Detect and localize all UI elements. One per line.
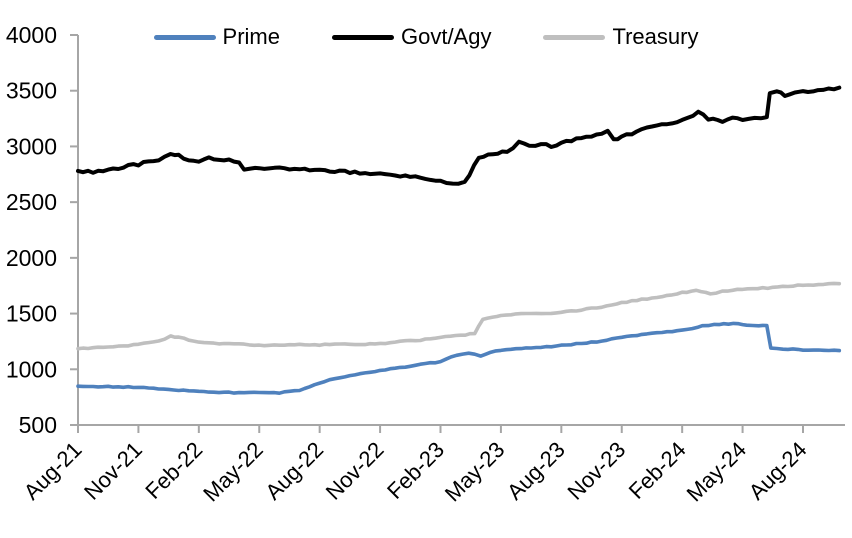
x-tick-label: Aug-22 xyxy=(260,437,328,505)
y-tick-label: 2000 xyxy=(6,245,57,271)
x-tick-label: Feb-24 xyxy=(624,437,691,504)
x-tick-label: Nov-23 xyxy=(562,437,630,505)
legend-item-prime: Prime xyxy=(153,24,280,50)
x-tick-label: Aug-21 xyxy=(19,437,87,505)
prime-line-swatch-icon xyxy=(153,34,216,40)
chart-legend: Prime Govt/Agy Treasury xyxy=(0,24,852,50)
legend-item-treasury: Treasury xyxy=(543,24,698,50)
y-tick-label: 1500 xyxy=(6,301,57,327)
x-tick-label: May-24 xyxy=(682,437,752,507)
x-tick-label: Feb-23 xyxy=(382,437,449,504)
treasury-line-swatch-icon xyxy=(543,34,606,40)
govt-agy-line-swatch-icon xyxy=(331,34,394,40)
x-tick-label: Aug-23 xyxy=(502,437,570,505)
x-tick-label: May-22 xyxy=(198,437,268,507)
x-tick-label: Feb-22 xyxy=(140,437,207,504)
series-line-prime xyxy=(76,321,842,395)
y-tick-label: 500 xyxy=(19,412,57,438)
legend-label-prime: Prime xyxy=(222,24,280,49)
x-tick-label: May-23 xyxy=(440,437,510,507)
y-tick-label: 2500 xyxy=(6,189,57,215)
series-line-govt-agy xyxy=(76,85,842,186)
x-tick-label: Nov-22 xyxy=(321,437,389,505)
legend-item-govt-agy: Govt/Agy xyxy=(331,24,492,50)
y-tick-label: 3500 xyxy=(6,78,57,104)
series-line-treasury xyxy=(76,281,842,351)
y-tick-label: 4000 xyxy=(6,22,57,48)
x-tick-label: Aug-24 xyxy=(744,437,812,505)
legend-label-govt-agy: Govt/Agy xyxy=(400,24,492,49)
legend-label-treasury: Treasury xyxy=(612,24,699,49)
y-tick-label: 3000 xyxy=(6,133,57,159)
x-tick-label: Nov-21 xyxy=(79,437,147,505)
y-tick-label: 1000 xyxy=(6,356,57,382)
